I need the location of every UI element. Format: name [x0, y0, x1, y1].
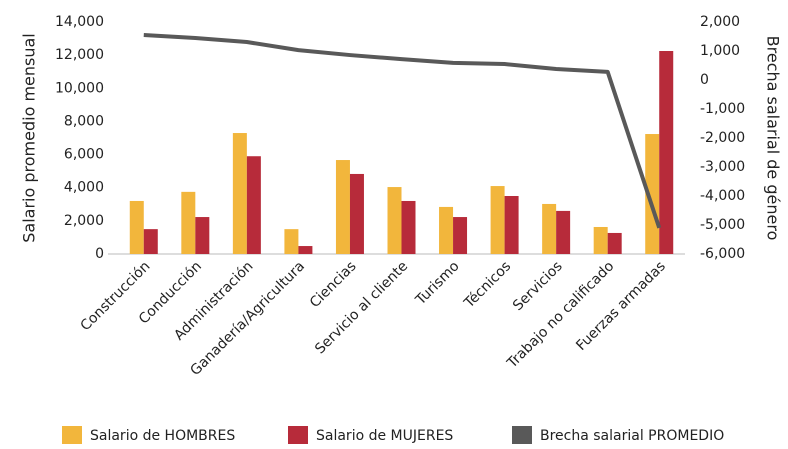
legend-swatch [62, 426, 82, 444]
y2-tick-label: -2,000 [700, 130, 745, 146]
bar [542, 203, 557, 254]
bar [284, 229, 299, 254]
line [143, 33, 662, 229]
bar [645, 134, 660, 254]
x-tick-label: Fuerzas armadas [573, 258, 669, 354]
y2-tick-label: -6,000 [700, 246, 745, 262]
bar [181, 191, 196, 254]
bar [349, 173, 364, 254]
y-axis-title: Salario promedio mensual [20, 33, 39, 242]
legend-label: Brecha salarial PROMEDIO [540, 428, 724, 444]
bar [556, 210, 571, 254]
x-tick-label: Ciencias [307, 258, 360, 311]
y-tick-label: 6,000 [64, 147, 104, 163]
legend-swatch [288, 426, 308, 444]
bar [387, 187, 402, 254]
bar [607, 232, 622, 254]
bar [439, 206, 454, 254]
legend-label: Salario de MUJERES [316, 428, 453, 444]
y2-tick-label: -3,000 [700, 159, 745, 175]
y2-tick-label: 1,000 [700, 43, 740, 59]
y-tick-label: 14,000 [55, 14, 104, 30]
bar [593, 226, 608, 254]
y-tick-label: 12,000 [55, 47, 104, 63]
y-tick-label: 10,000 [55, 80, 104, 96]
bar [232, 133, 247, 254]
bar [195, 217, 210, 254]
legend-swatch [512, 426, 532, 444]
y2-tick-label: -4,000 [700, 188, 745, 204]
y2-tick-label: 0 [700, 72, 709, 88]
y-tick-label: 8,000 [64, 113, 104, 129]
y-tick-label: 2,000 [64, 213, 104, 229]
bar [246, 156, 261, 254]
y2-tick-label: 2,000 [700, 14, 740, 30]
bar [504, 196, 519, 254]
legend-label: Salario de HOMBRES [90, 428, 235, 444]
y2-tick-label: -1,000 [700, 101, 745, 117]
bar [401, 200, 416, 254]
x-tick-label: Turismo [412, 258, 463, 309]
bar [129, 200, 144, 254]
bar [659, 51, 674, 254]
y2-axis-title: Brecha salarial de género [764, 36, 783, 241]
bar [335, 160, 350, 254]
bar [298, 246, 313, 254]
x-tick-label: Técnicos [461, 258, 515, 312]
x-tick-label: Servicio al cliente [312, 258, 411, 357]
bar [490, 186, 505, 254]
bar [453, 217, 468, 254]
bar [143, 229, 158, 254]
y-tick-label: 0 [95, 246, 104, 262]
y2-tick-label: -5,000 [700, 217, 745, 233]
y-tick-label: 4,000 [64, 180, 104, 196]
